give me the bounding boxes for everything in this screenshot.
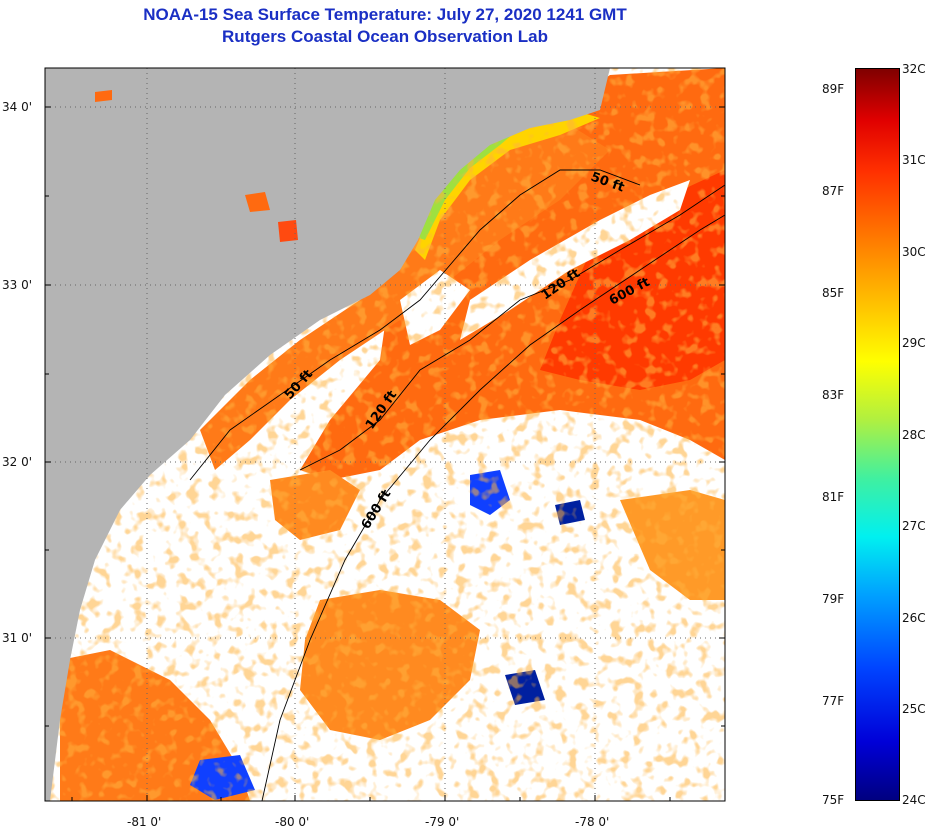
celsius-label: 27C [902, 519, 926, 533]
fahrenheit-label: 77F [822, 694, 845, 708]
celsius-label: 25C [902, 702, 926, 716]
map-frame [44, 67, 726, 802]
lon-label: -80 0' [275, 815, 309, 829]
celsius-label: 26C [902, 611, 926, 625]
temperature-colorbar [855, 68, 900, 801]
inland-patch-2 [278, 220, 298, 242]
lat-label: 33 0' [2, 278, 32, 292]
contour-50ft [189, 169, 641, 481]
celsius-label: 29C [902, 336, 926, 350]
fahrenheit-label: 89F [822, 82, 845, 96]
celsius-label: 28C [902, 428, 926, 442]
fahrenheit-label: 81F [822, 490, 845, 504]
inland-patch-3 [95, 90, 112, 102]
fahrenheit-label: 87F [822, 184, 845, 198]
celsius-label: 24C [902, 793, 926, 807]
celsius-label: 31C [902, 153, 926, 167]
fahrenheit-label: 75F [822, 793, 845, 807]
celsius-label: 30C [902, 245, 926, 259]
celsius-label: 32C [902, 62, 926, 76]
lon-label: -81 0' [127, 815, 161, 829]
fahrenheit-label: 85F [822, 286, 845, 300]
lon-label: -79 0' [425, 815, 459, 829]
lon-label: -78 0' [575, 815, 609, 829]
map-title: NOAA-15 Sea Surface Temperature: July 27… [143, 5, 627, 24]
axis-ticks [45, 106, 725, 801]
map-subtitle: Rutgers Coastal Ocean Observation Lab [222, 27, 548, 46]
fahrenheit-label: 83F [822, 388, 845, 402]
contour-120ft [299, 184, 725, 471]
land-mass [45, 68, 610, 801]
lat-label: 31 0' [2, 631, 32, 645]
lat-label: 34 0' [2, 100, 32, 114]
lat-label: 32 0' [2, 455, 32, 469]
inland-patch-1 [245, 192, 270, 212]
fahrenheit-label: 79F [822, 592, 845, 606]
depth-contours [189, 169, 725, 801]
contour-600ft [261, 214, 725, 801]
